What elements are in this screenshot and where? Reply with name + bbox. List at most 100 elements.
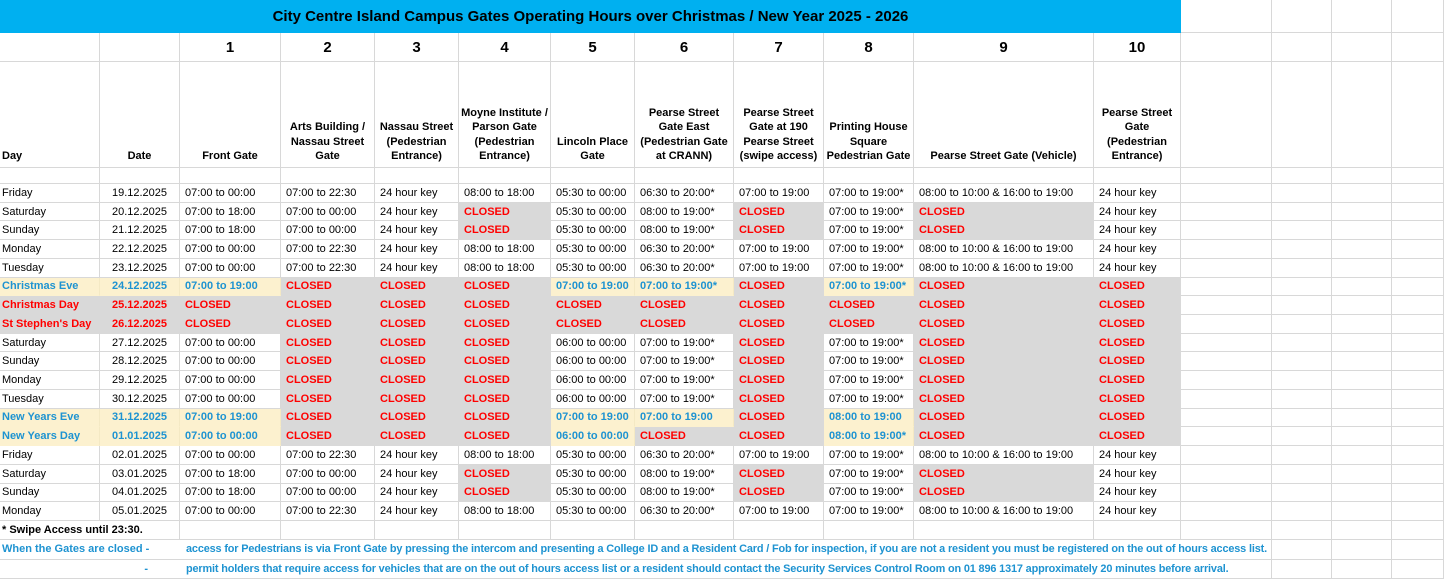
gate-hours-cell: CLOSED [914,315,1094,334]
day-cell: Saturday [0,202,100,222]
column-header: Printing House Square Pedestrian Gate [824,62,914,168]
empty-cell [1272,240,1332,259]
column-header: Pearse Street Gate at 190 Pearse Street … [734,62,824,168]
gate-hours-cell: CLOSED [281,427,375,447]
empty-cell [1392,0,1444,33]
day-cell: Monday [0,502,100,521]
schedule-rows: Friday 19.12.2025 07:00 to 00:00 07:00 to 2… [0,184,1444,521]
empty-cell [1181,371,1272,390]
gate-hours-cell: CLOSED [281,371,375,390]
footer-overlay-2: - permit holders that require access for… [0,559,1229,578]
gate-hours-cell: CLOSED [1094,296,1181,316]
gate-hours-cell: CLOSED [281,333,375,353]
empty-cell [1272,202,1332,222]
gate-hours-cell: 07:00 to 19:00 [551,277,635,297]
schedule-row: New Years Day 01.01.2025 07:00 to 00:00 CLO… [0,427,1444,447]
empty-cell [1181,296,1272,316]
empty-cell [1272,168,1332,184]
schedule-row: Tuesday 23.12.2025 07:00 to 00:00 07:00 to … [0,258,1444,278]
gate-hours-cell: 07:00 to 19:00* [635,277,734,297]
date-cell: 29.12.2025 [100,371,180,390]
empty-cell [914,520,1094,540]
column-number: 4 [459,33,551,62]
gate-hours-cell: CLOSED [459,277,551,297]
gate-hours-cell: CLOSED [734,202,824,222]
gate-hours-cell: 07:00 to 22:30 [281,258,375,278]
column-number: 10 [1094,33,1181,62]
column-header: Nassau Street (Pedestrian Entrance) [375,62,459,168]
empty-cell [1332,427,1392,447]
empty-cell [1332,446,1392,465]
gate-hours-cell: 07:00 to 19:00 [734,258,824,278]
empty-cell [1272,352,1332,372]
gate-hours-cell: CLOSED [1094,315,1181,334]
gate-hours-cell: CLOSED [734,296,824,316]
gate-hours-cell: 07:00 to 00:00 [180,184,281,203]
footnote-overlay: * Swipe Access until 23:30. [0,520,143,539]
schedule-row: Sunday 28.12.2025 07:00 to 00:00 CLOSED CLOS… [0,352,1444,372]
empty-cell [1181,240,1272,259]
gate-hours-cell: 24 hour key [1094,240,1181,259]
column-header: Lincoln Place Gate [551,62,635,168]
gate-hours-cell: CLOSED [914,483,1094,503]
empty-cell [1181,352,1272,372]
day-cell: Sunday [0,352,100,372]
empty-cell [635,168,734,184]
empty-cell [0,33,100,62]
schedule-row: St Stephen's Day 26.12.2025 CLOSED CLOSED CL… [0,315,1444,334]
gate-hours-cell: CLOSED [1094,427,1181,447]
column-number: 7 [734,33,824,62]
empty-cell [1272,221,1332,241]
gate-hours-cell: 07:00 to 19:00* [635,371,734,390]
spacer-row [0,168,1444,184]
gate-hours-cell: 08:00 to 18:00 [459,502,551,521]
empty-cell [1332,483,1392,503]
gate-hours-cell: 05:30 to 00:00 [551,502,635,521]
day-cell: Saturday [0,333,100,353]
gate-hours-cell: 06:00 to 00:00 [551,371,635,390]
gate-hours-cell: 07:00 to 18:00 [180,202,281,222]
gate-hours-cell: 07:00 to 00:00 [180,240,281,259]
gate-hours-cell: 05:30 to 00:00 [551,202,635,222]
gate-hours-cell: 07:00 to 19:00* [824,389,914,409]
empty-cell [1392,559,1444,579]
gate-hours-cell: CLOSED [914,221,1094,241]
gate-hours-cell: 07:00 to 19:00* [824,446,914,465]
gate-hours-cell: 24 hour key [1094,184,1181,203]
pedestrian-access-note: access for Pedestrians is via Front Gate… [186,543,1267,556]
empty-cell [1181,168,1272,184]
gate-hours-cell: CLOSED [459,389,551,409]
gate-hours-cell: CLOSED [281,277,375,297]
empty-cell [1181,333,1272,353]
gate-hours-cell: 05:30 to 00:00 [551,446,635,465]
empty-cell [1272,427,1332,447]
empty-cell [1181,427,1272,447]
gate-hours-cell: CLOSED [734,389,824,409]
sheet-title: City Centre Island Campus Gates Operatin… [0,0,1181,33]
gate-hours-cell: 08:00 to 18:00 [459,258,551,278]
gate-hours-cell: 06:30 to 20:00* [635,184,734,203]
empty-cell [1181,184,1272,203]
gate-hours-cell: CLOSED [734,352,824,372]
empty-cell [1272,315,1332,334]
date-cell: 20.12.2025 [100,202,180,222]
gate-hours-cell: CLOSED [180,315,281,334]
gate-hours-cell: CLOSED [459,202,551,222]
column-numbers-row: 1 2 3 4 5 6 7 8 9 10 [0,33,1444,62]
empty-cell [1332,464,1392,484]
gate-hours-cell: CLOSED [734,277,824,297]
empty-cell [1272,502,1332,521]
gate-hours-cell: 07:00 to 19:00* [635,352,734,372]
gate-hours-cell: 06:30 to 20:00* [635,258,734,278]
gate-hours-cell: CLOSED [1094,389,1181,409]
schedule-row: Christmas Day 25.12.2025 CLOSED CLOSED CLOSE… [0,296,1444,316]
gate-hours-cell: 08:00 to 19:00* [635,221,734,241]
schedule-row: Tuesday 30.12.2025 07:00 to 00:00 CLOSED CLO… [0,389,1444,409]
gate-hours-cell: 07:00 to 19:00* [824,277,914,297]
gate-hours-cell: 05:30 to 00:00 [551,240,635,259]
footer-overlay-1: When the Gates are closed - access for P… [0,539,1267,559]
empty-cell [1272,408,1332,428]
gate-hours-cell: 08:00 to 18:00 [459,240,551,259]
empty-cell [375,168,459,184]
gate-hours-cell: CLOSED [734,333,824,353]
